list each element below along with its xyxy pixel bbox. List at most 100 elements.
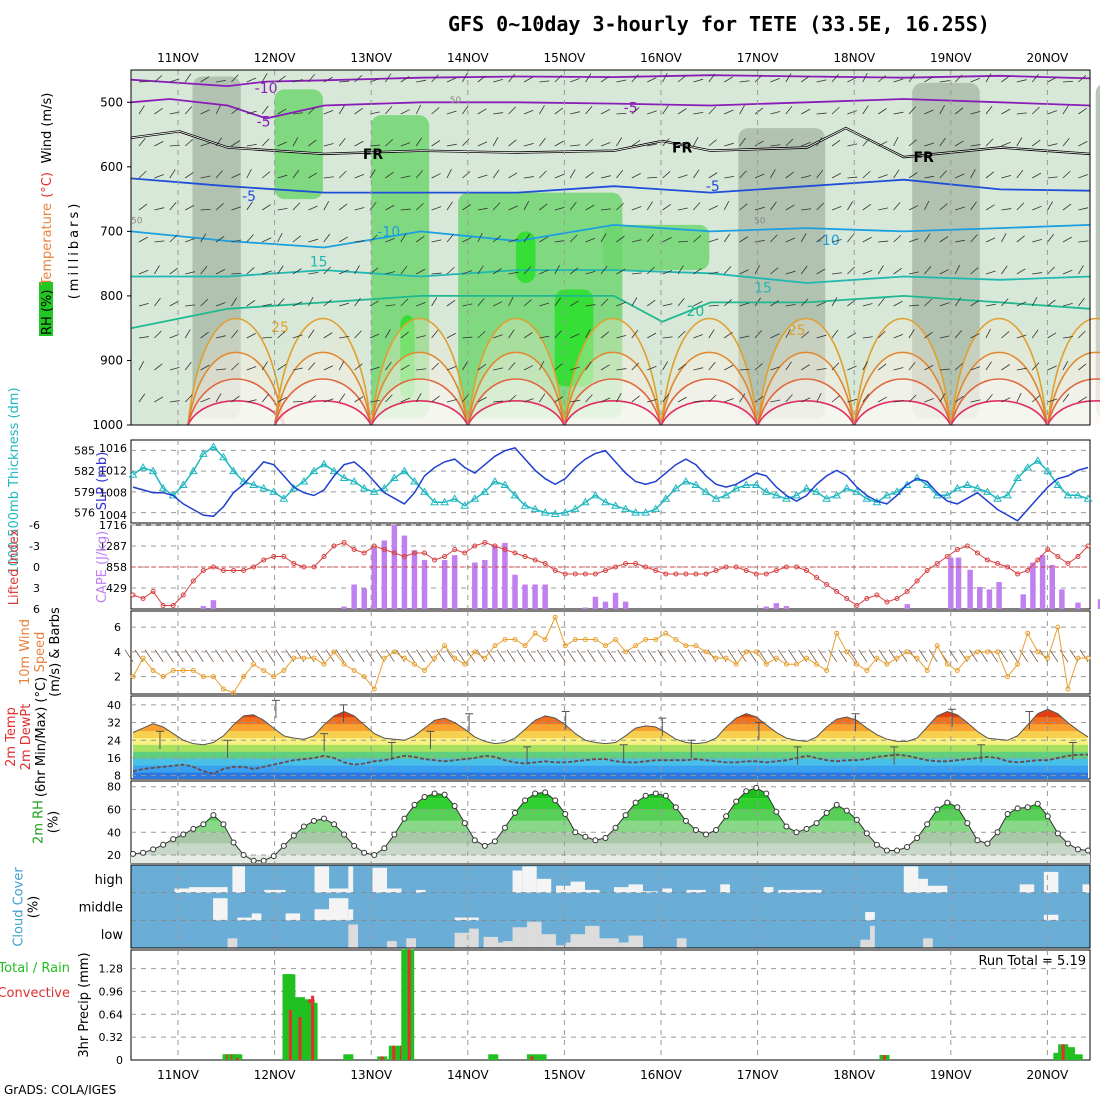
- wind-barb: [631, 206, 642, 211]
- wind-barb: [308, 73, 315, 83]
- rh-point: [461, 820, 468, 827]
- wind-speed-point: [502, 636, 508, 642]
- wind-barb: [508, 271, 519, 275]
- wind-speed-point: [130, 674, 136, 680]
- wind-barb: [693, 111, 704, 115]
- wind-barb: [693, 235, 702, 243]
- wind-barb: [406, 649, 415, 663]
- wind-barb: [877, 75, 887, 83]
- cloud-block: [763, 887, 774, 893]
- axis-label: SLP (mb): [95, 452, 110, 511]
- temperature-contour: [563, 399, 662, 426]
- wind-barb: [969, 649, 978, 663]
- wind-barb: [1062, 336, 1073, 339]
- wind-barb: [339, 80, 350, 83]
- wind-barb: [556, 649, 566, 663]
- wind-barb: [354, 297, 361, 307]
- wind-speed-point: [381, 655, 387, 661]
- wind-barb: [431, 297, 438, 307]
- wind-barb: [539, 137, 546, 147]
- y-tick-label: 20: [107, 849, 121, 862]
- wind-barb: [800, 331, 810, 339]
- cape-bar: [210, 600, 217, 609]
- y-tick-label: 900: [100, 353, 123, 367]
- wind-speed-point: [984, 649, 990, 655]
- lifted-index-point: [894, 596, 900, 601]
- rh-point: [793, 829, 800, 836]
- precip-total-bar: [1072, 1054, 1083, 1060]
- precip-convective-bar: [407, 949, 411, 1060]
- wind-barb: [847, 233, 854, 243]
- wind-barb: [677, 75, 686, 83]
- wind-barb: [245, 649, 254, 663]
- wind-barb: [569, 234, 578, 243]
- wind-speed-point: [1065, 686, 1071, 692]
- temperature-band: [133, 751, 1088, 759]
- wind-barb: [354, 396, 364, 403]
- rh-point: [542, 789, 549, 796]
- lifted-index-point: [150, 589, 156, 594]
- wind-barb: [200, 175, 211, 179]
- y-tick-label: 24: [107, 734, 121, 747]
- wind-barb: [400, 265, 408, 275]
- wind-barb: [693, 169, 700, 179]
- wind-barb: [338, 236, 349, 243]
- wind-speed-point: [1035, 649, 1041, 655]
- wind-barb: [801, 108, 811, 115]
- wind-barb: [338, 105, 345, 115]
- wind-barb: [539, 170, 547, 179]
- wind-barb: [1001, 208, 1012, 211]
- wind-barb: [400, 76, 410, 83]
- wind-barb: [1001, 331, 1010, 339]
- wind-barb: [754, 264, 760, 275]
- wind-barb: [569, 169, 576, 179]
- thickness-point: [319, 459, 329, 468]
- wind-barb: [215, 269, 226, 275]
- cloud-block: [251, 913, 262, 921]
- rh-point: [924, 821, 931, 828]
- rh-region: [192, 76, 241, 419]
- thickness-point: [741, 480, 751, 488]
- wind-barb: [816, 392, 822, 403]
- wind-barb: [385, 171, 394, 179]
- rh-point: [240, 852, 247, 859]
- thickness-point: [1053, 480, 1063, 488]
- wind-speed-point: [703, 649, 709, 655]
- wind-barb: [600, 331, 610, 339]
- wind-barb: [785, 237, 796, 243]
- wind-barb: [808, 649, 817, 663]
- wind-barb: [255, 649, 265, 663]
- wind-speed-line: [132, 615, 1088, 694]
- thickness-point: [912, 473, 922, 482]
- wind-barb: [1078, 108, 1087, 115]
- wind-barb: [617, 649, 626, 663]
- wind-barb: [1016, 367, 1027, 371]
- wind-speed-point: [190, 667, 196, 673]
- wind-barb: [154, 363, 163, 371]
- rh-point: [1064, 840, 1071, 847]
- lifted-index-point: [391, 550, 397, 556]
- thickness-point: [480, 487, 490, 495]
- rh-point: [662, 792, 669, 799]
- contour-label: -10: [377, 224, 400, 240]
- wind-speed-point: [331, 649, 337, 655]
- temperature-contour: [131, 269, 1091, 284]
- rh-point: [220, 821, 227, 828]
- wind-barb: [631, 297, 638, 307]
- wind-barb: [138, 170, 147, 179]
- wind-barb: [600, 175, 611, 179]
- cloud-block: [264, 889, 286, 893]
- thickness-point: [882, 490, 892, 499]
- wind-barb: [908, 73, 916, 83]
- wind-barb: [687, 649, 697, 663]
- cape-bar: [421, 560, 428, 609]
- rh-point: [823, 809, 830, 816]
- wind-barb: [800, 233, 807, 243]
- wind-barb: [456, 649, 466, 663]
- thickness-point: [580, 497, 590, 506]
- wind-barb: [462, 336, 473, 339]
- lifted-index-point: [783, 564, 789, 570]
- lifted-index-point: [653, 568, 659, 573]
- wind-barb: [492, 235, 502, 243]
